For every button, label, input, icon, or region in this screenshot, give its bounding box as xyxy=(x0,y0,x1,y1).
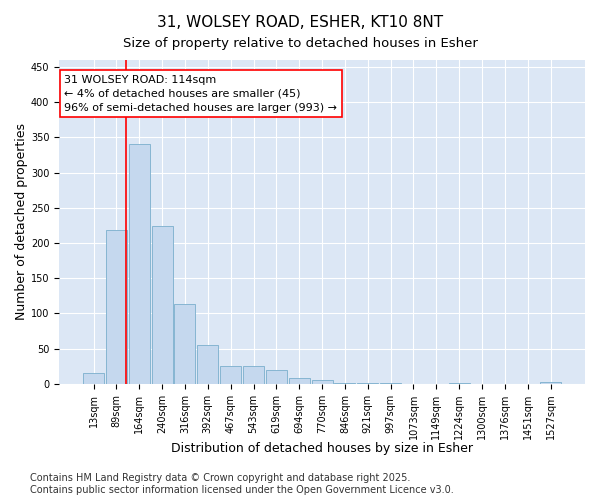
Bar xyxy=(380,383,401,384)
Y-axis label: Number of detached properties: Number of detached properties xyxy=(15,124,28,320)
Bar xyxy=(289,378,310,384)
Bar xyxy=(266,370,287,384)
Bar xyxy=(357,383,378,384)
Bar xyxy=(449,383,470,384)
Bar xyxy=(129,144,150,384)
Bar xyxy=(334,383,355,384)
Text: 31, WOLSEY ROAD, ESHER, KT10 8NT: 31, WOLSEY ROAD, ESHER, KT10 8NT xyxy=(157,15,443,30)
Bar xyxy=(197,345,218,384)
Bar xyxy=(311,380,332,384)
X-axis label: Distribution of detached houses by size in Esher: Distribution of detached houses by size … xyxy=(171,442,473,455)
Bar xyxy=(175,304,196,384)
Text: Size of property relative to detached houses in Esher: Size of property relative to detached ho… xyxy=(122,38,478,51)
Text: 31 WOLSEY ROAD: 114sqm
← 4% of detached houses are smaller (45)
96% of semi-deta: 31 WOLSEY ROAD: 114sqm ← 4% of detached … xyxy=(64,74,337,112)
Bar xyxy=(540,382,561,384)
Bar xyxy=(243,366,264,384)
Text: Contains HM Land Registry data © Crown copyright and database right 2025.
Contai: Contains HM Land Registry data © Crown c… xyxy=(30,474,454,495)
Bar xyxy=(106,230,127,384)
Bar xyxy=(83,372,104,384)
Bar xyxy=(152,226,173,384)
Bar xyxy=(220,366,241,384)
